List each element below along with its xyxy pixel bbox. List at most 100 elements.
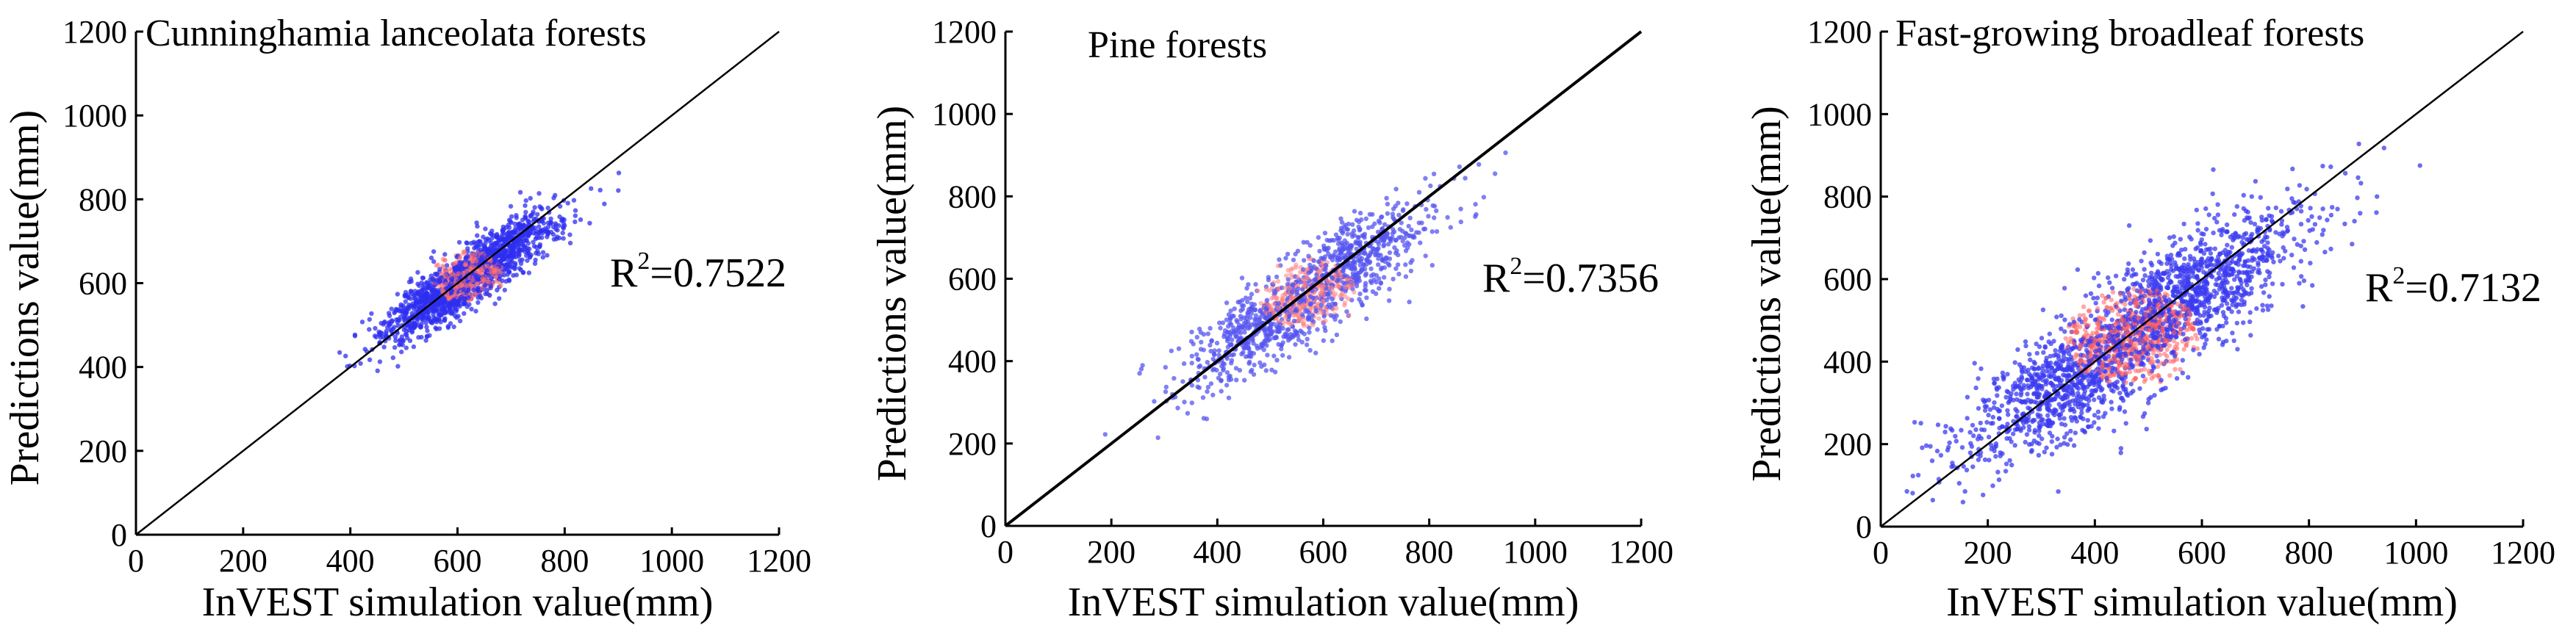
data-point <box>1310 306 1316 311</box>
data-point <box>1285 251 1291 257</box>
data-point <box>450 311 455 316</box>
data-point <box>487 292 492 298</box>
data-point <box>1390 212 1396 217</box>
data-point <box>423 338 428 343</box>
data-point <box>2062 422 2068 427</box>
data-point <box>1224 370 1230 375</box>
data-point <box>1374 252 1380 257</box>
data-point <box>1189 353 1195 358</box>
data-point <box>1404 240 1410 245</box>
data-point <box>2112 357 2117 362</box>
data-point <box>1244 344 1249 350</box>
data-point <box>2155 251 2161 257</box>
data-point <box>1408 260 1413 265</box>
data-point <box>1352 209 1357 214</box>
data-point <box>498 273 503 279</box>
data-point <box>2037 433 2042 438</box>
data-point <box>514 272 519 278</box>
data-point <box>2043 381 2049 387</box>
data-point <box>2342 221 2347 226</box>
data-point <box>2229 245 2234 250</box>
data-point <box>500 278 505 284</box>
data-point <box>1321 284 1326 289</box>
data-point <box>375 368 380 373</box>
data-point <box>1341 280 1346 286</box>
data-point <box>1351 260 1356 265</box>
data-point <box>1395 262 1401 267</box>
data-point <box>2086 378 2092 383</box>
data-point <box>506 270 512 275</box>
data-point <box>2101 393 2106 399</box>
data-point <box>2140 278 2146 283</box>
data-point <box>1196 357 1201 362</box>
data-point <box>2259 239 2264 245</box>
data-point <box>448 290 453 295</box>
data-point <box>1319 302 1324 308</box>
data-point <box>409 311 415 316</box>
data-point <box>1262 362 1267 367</box>
data-point <box>1978 436 1984 441</box>
data-point <box>2199 256 2205 261</box>
data-point <box>1316 235 1321 240</box>
data-point <box>395 292 401 297</box>
data-point <box>1319 256 1324 261</box>
data-point <box>1265 353 1270 358</box>
y-tick-label: 600 <box>79 266 127 302</box>
data-point <box>367 317 372 322</box>
data-point <box>1245 299 1250 305</box>
data-point <box>2179 298 2184 304</box>
data-point <box>2297 183 2303 188</box>
data-point <box>1407 215 1413 220</box>
data-point <box>1229 337 1235 342</box>
data-point <box>1412 234 1417 240</box>
data-point <box>1322 254 1328 259</box>
data-point <box>425 286 430 291</box>
data-point <box>2203 226 2209 232</box>
data-point <box>2036 452 2042 458</box>
data-point <box>2075 404 2081 410</box>
data-point <box>528 231 533 236</box>
data-point <box>384 328 389 334</box>
data-point <box>1355 280 1360 285</box>
data-point <box>517 189 523 195</box>
data-point <box>2381 145 2386 151</box>
data-point <box>472 292 478 297</box>
data-point <box>1396 271 1402 277</box>
data-point <box>442 252 448 257</box>
data-point <box>526 270 531 275</box>
data-point <box>2148 394 2153 400</box>
data-point <box>2198 320 2203 326</box>
data-point <box>469 256 474 262</box>
data-point <box>1261 347 1266 353</box>
data-point <box>399 334 405 339</box>
data-point <box>1327 238 1332 243</box>
data-point <box>540 250 546 255</box>
data-point <box>2007 458 2012 463</box>
data-point <box>1274 358 1280 363</box>
data-point <box>1321 243 1327 248</box>
data-point <box>1976 376 1981 381</box>
data-point <box>2266 206 2271 211</box>
data-point <box>1251 341 1256 346</box>
data-point <box>402 316 408 321</box>
data-point <box>2087 382 2092 387</box>
data-point <box>1224 383 1230 388</box>
data-point <box>1198 330 1204 335</box>
data-point <box>2048 353 2053 359</box>
y-tick-label: 400 <box>79 350 127 386</box>
data-point <box>2073 430 2078 436</box>
data-point <box>461 286 466 292</box>
data-point <box>2248 234 2253 239</box>
data-point <box>2267 213 2272 218</box>
data-point <box>1228 317 1233 322</box>
data-point <box>2034 342 2039 347</box>
data-point <box>2123 302 2128 307</box>
data-point <box>484 264 489 269</box>
data-point <box>2291 265 2297 270</box>
data-point <box>465 246 470 251</box>
data-point <box>523 215 528 220</box>
data-point <box>395 320 401 325</box>
data-point <box>1378 281 1384 286</box>
data-point <box>1246 353 1251 359</box>
data-point <box>533 257 538 263</box>
